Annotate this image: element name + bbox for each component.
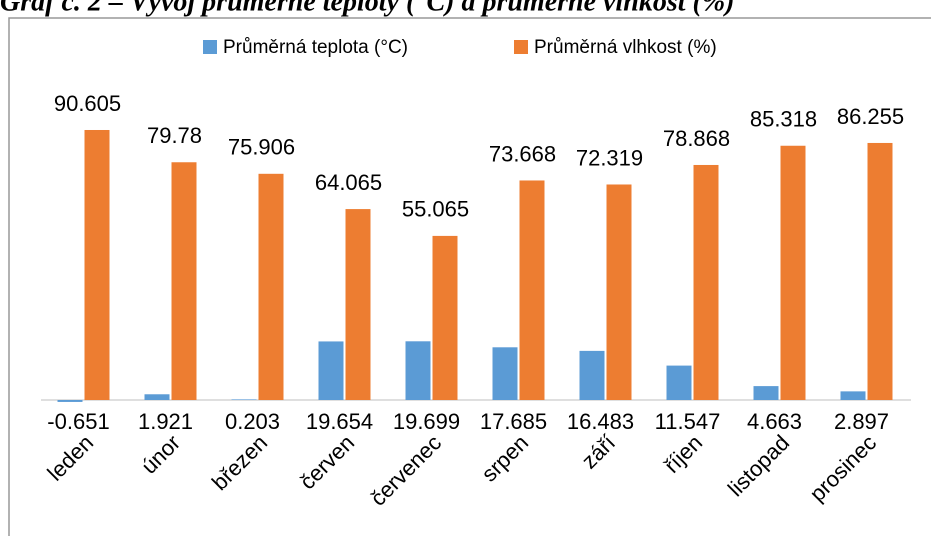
x-tick-label: červen bbox=[295, 430, 359, 494]
chart-title: Graf č. 2 – Vývoj průměrné teploty (°C) … bbox=[0, 0, 734, 17]
chart-frame bbox=[8, 17, 931, 541]
bar bbox=[258, 173, 284, 400]
legend-swatch bbox=[203, 40, 217, 54]
x-tick-label: září bbox=[577, 430, 621, 474]
value-label: 0.203 bbox=[225, 409, 280, 434]
x-tick-label: listopad bbox=[723, 430, 794, 501]
bar bbox=[57, 400, 83, 402]
value-label: 17.685 bbox=[480, 409, 547, 434]
bar bbox=[492, 347, 518, 400]
x-tick-label: červenec bbox=[365, 430, 446, 511]
value-label: 11.547 bbox=[655, 409, 721, 434]
value-label: -0.651 bbox=[47, 409, 109, 434]
value-label: 86.255 bbox=[837, 104, 904, 129]
bar bbox=[432, 235, 458, 400]
legend-label: Průměrná teplota (°C) bbox=[223, 37, 408, 58]
bar bbox=[405, 341, 431, 400]
value-label: 2.897 bbox=[834, 409, 889, 434]
value-label: 72.319 bbox=[576, 145, 643, 170]
bar bbox=[171, 162, 197, 400]
bar bbox=[867, 142, 893, 401]
value-label: 85.318 bbox=[750, 107, 817, 132]
value-label: 73.668 bbox=[489, 141, 556, 166]
bar bbox=[144, 394, 170, 400]
legend-swatch bbox=[514, 40, 528, 54]
x-tick-label: leden bbox=[42, 430, 98, 486]
value-label: 79.78 bbox=[147, 123, 202, 148]
bar bbox=[318, 341, 344, 400]
x-tick-label: říjen bbox=[659, 430, 707, 478]
bar bbox=[606, 184, 632, 400]
bar bbox=[840, 391, 866, 400]
value-label: 55.065 bbox=[402, 197, 469, 222]
bar bbox=[345, 209, 371, 400]
x-tick-label: srpen bbox=[477, 430, 534, 487]
bar bbox=[693, 164, 719, 400]
x-tick-label: prosinec bbox=[805, 430, 881, 506]
bar bbox=[84, 129, 110, 400]
x-tick-label: únor bbox=[136, 430, 185, 479]
value-label: 4.663 bbox=[747, 409, 802, 434]
bar bbox=[519, 180, 545, 400]
value-label: 16.483 bbox=[567, 409, 634, 434]
bar bbox=[780, 145, 806, 400]
value-label: 19.654 bbox=[306, 409, 373, 434]
bar bbox=[753, 386, 779, 400]
x-tick-label: březen bbox=[207, 430, 272, 495]
bar bbox=[666, 365, 692, 400]
value-label: 75.906 bbox=[228, 135, 295, 160]
value-label: 78.868 bbox=[663, 126, 730, 151]
value-label: 1.921 bbox=[138, 409, 193, 434]
legend-label: Průměrná vlhkost (%) bbox=[534, 37, 717, 58]
bar bbox=[231, 399, 257, 400]
value-label: 64.065 bbox=[315, 170, 382, 195]
value-label: 19.699 bbox=[393, 409, 460, 434]
value-label: 90.605 bbox=[54, 91, 121, 116]
bar bbox=[579, 350, 605, 400]
